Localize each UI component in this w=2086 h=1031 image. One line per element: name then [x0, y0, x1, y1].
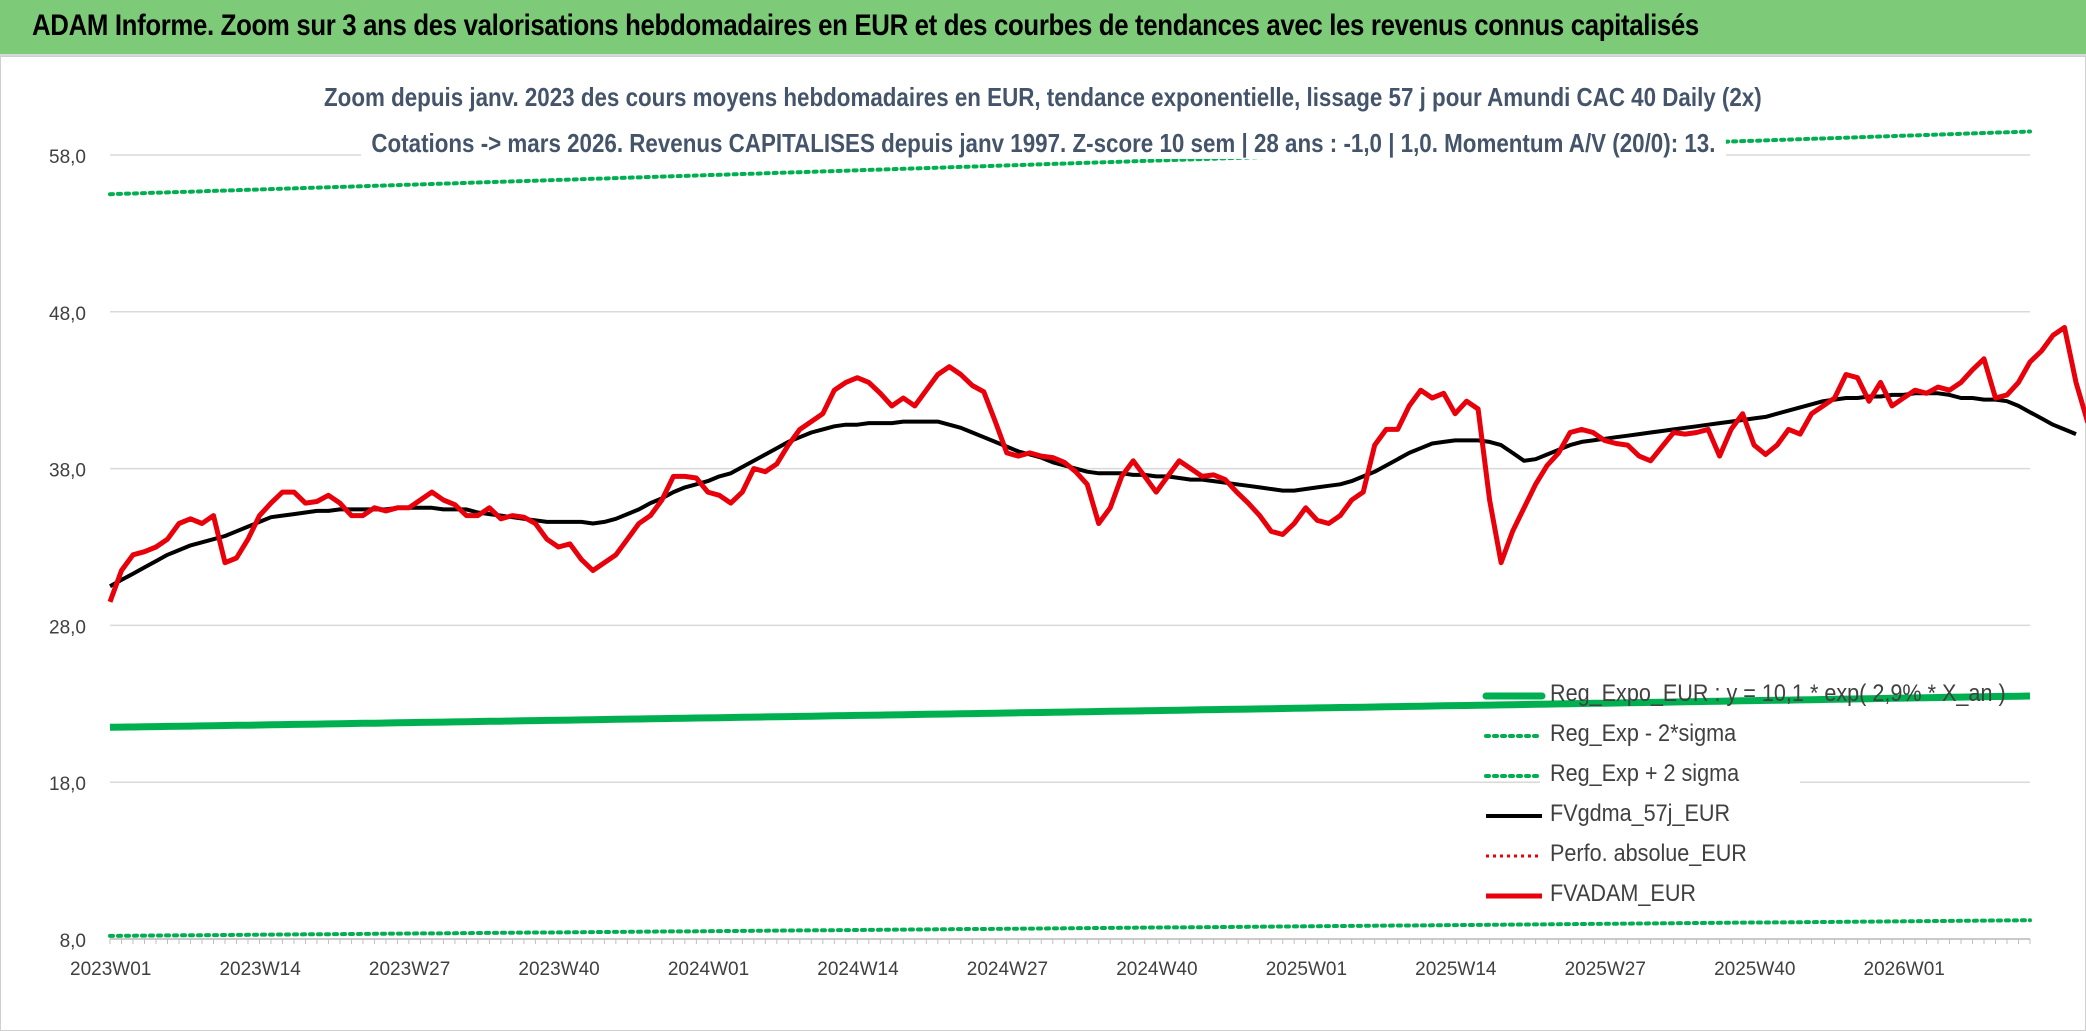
- reg-exp-minus-2sigma-line: [108, 918, 2032, 938]
- x-tick-label: 2023W27: [369, 959, 450, 980]
- legend-background: [1540, 722, 1800, 912]
- x-tick-label: 2026W01: [1864, 959, 1945, 980]
- y-tick-label: 58,0: [49, 147, 86, 168]
- y-tick-label: 48,0: [49, 304, 86, 325]
- legend-symbols: [1482, 692, 1800, 912]
- chart-title-text: Zoom depuis janv. 2023 des cours moyens …: [313, 82, 1773, 113]
- chart-title: Zoom depuis janv. 2023 des cours moyens …: [0, 82, 2086, 113]
- legend-reg-plus: Reg_Exp + 2 sigma: [1550, 760, 1740, 787]
- x-tick-label: 2024W14: [817, 959, 899, 980]
- legend-reg-expo: Reg_Expo_EUR : y = 10,1 * exp( 2,9% * X_…: [1550, 680, 2006, 707]
- x-tick-label: 2025W27: [1565, 959, 1646, 980]
- x-tick-label: 2024W27: [967, 959, 1048, 980]
- legend-perfo: Perfo. absolue_EUR: [1550, 840, 1747, 867]
- x-tick-label: 2025W01: [1266, 959, 1347, 980]
- y-tick-label: 8,0: [60, 931, 86, 952]
- chart-subtitle: Cotations -> mars 2026. Revenus CAPITALI…: [0, 128, 2086, 159]
- banner-title: ADAM Informe. Zoom sur 3 ans des valoris…: [32, 9, 1699, 42]
- x-tick-label: 2024W01: [668, 959, 749, 980]
- legend-reg-minus: Reg_Exp - 2*sigma: [1550, 720, 1737, 747]
- x-tick-label: 2023W01: [70, 959, 151, 980]
- chart-subtitle-text: Cotations -> mars 2026. Revenus CAPITALI…: [360, 128, 1726, 159]
- x-tick-label: 2023W14: [219, 959, 301, 980]
- reg-expo-line: [109, 692, 2031, 731]
- y-tick-label: 18,0: [49, 774, 86, 795]
- fvadam-line: [107, 325, 2086, 603]
- y-tick-label: 38,0: [49, 461, 86, 482]
- y-tick-label: 28,0: [49, 617, 86, 638]
- report-banner: ADAM Informe. Zoom sur 3 ans des valoris…: [0, 0, 2086, 56]
- fvgdma-57j-line: [109, 391, 2077, 588]
- x-tick-label: 2023W40: [518, 959, 599, 980]
- x-tick-label: 2024W40: [1116, 959, 1197, 980]
- x-tick-label: 2025W40: [1714, 959, 1795, 980]
- legend-fvadam: FVADAM_EUR: [1550, 880, 1697, 907]
- x-tick-label: 2025W14: [1415, 959, 1497, 980]
- axis-labels: 8,0 18,0 28,0 38,0 48,0 58,0 2023W01 2023W14 202…: [49, 147, 1945, 980]
- legend-gdma: FVgdma_57j_EUR: [1550, 800, 1731, 827]
